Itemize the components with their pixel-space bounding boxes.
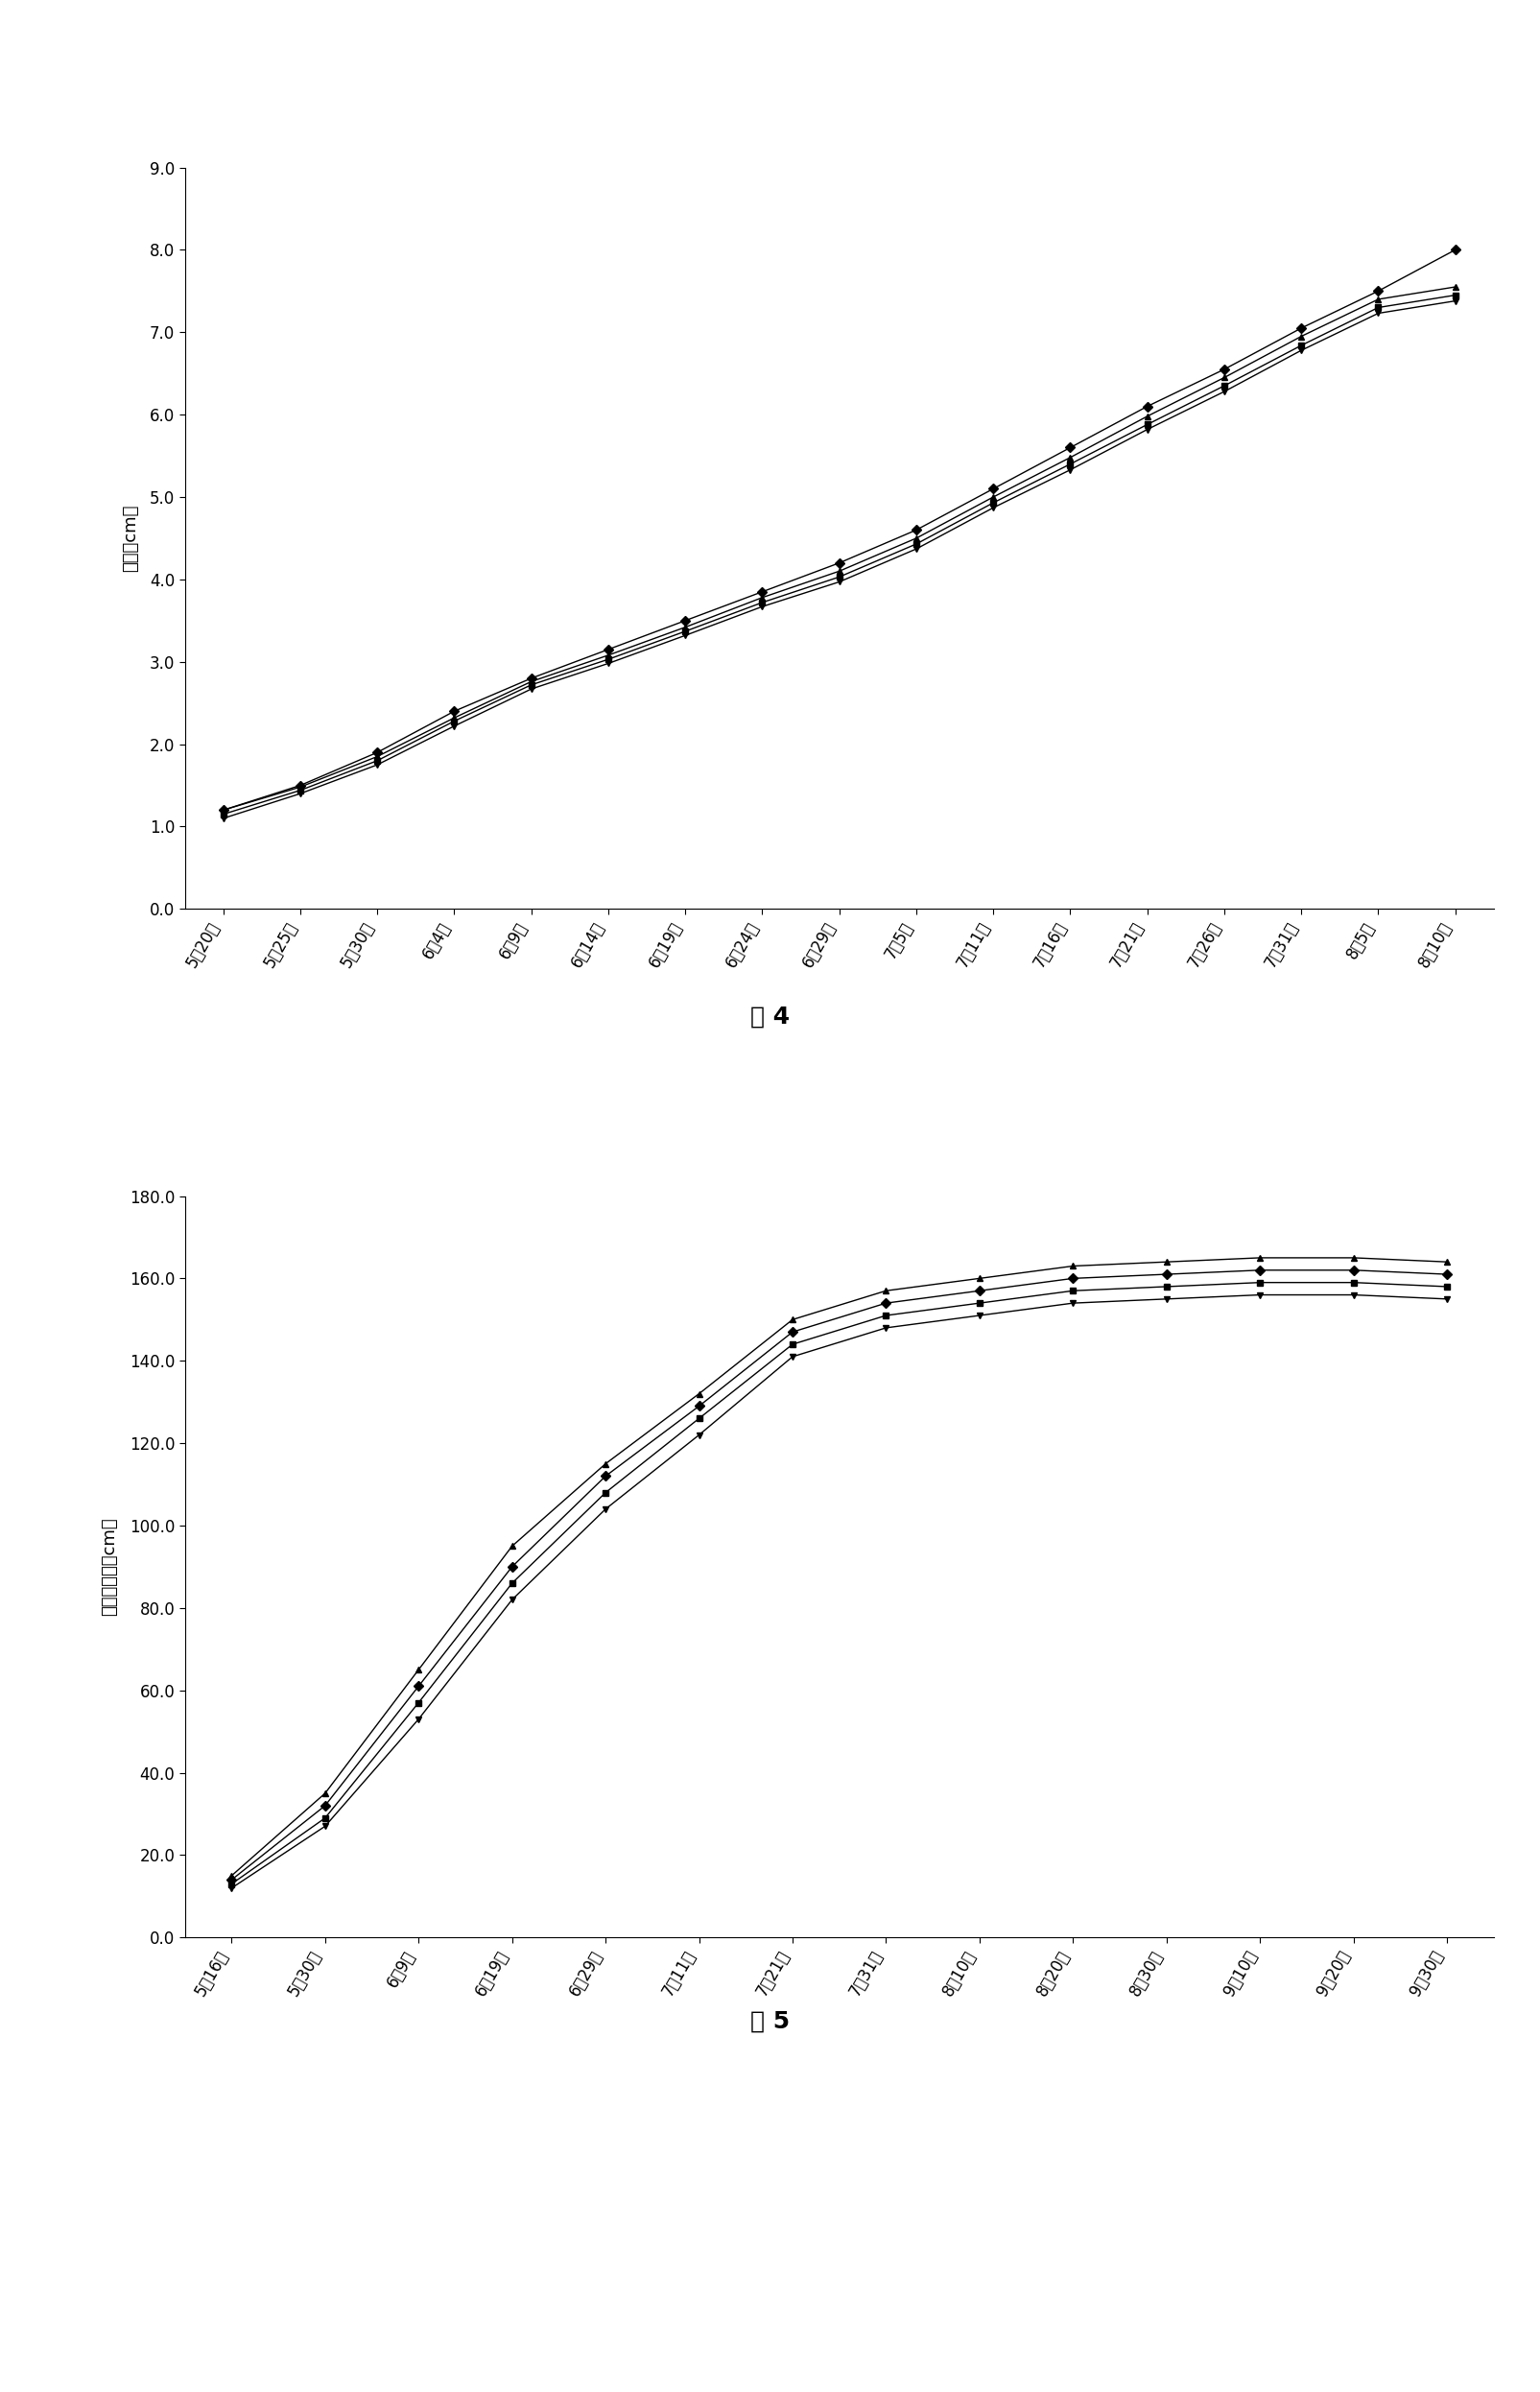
Y-axis label: 新梢生长量（cm）: 新梢生长量（cm）	[102, 1517, 119, 1617]
Text: 图 4: 图 4	[750, 1005, 790, 1029]
Text: 图 5: 图 5	[750, 2009, 790, 2033]
Y-axis label: 枞径（cm）: 枞径（cm）	[122, 505, 139, 572]
